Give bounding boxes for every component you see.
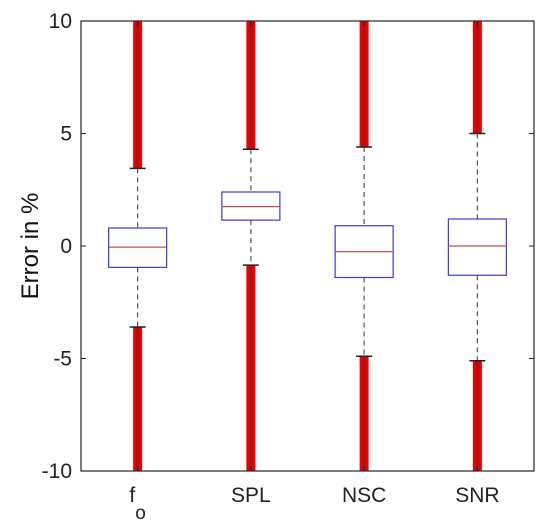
- outliers-lower-core: [249, 265, 253, 471]
- iqr-box: [447, 218, 507, 276]
- outliers-lower-core: [362, 356, 366, 471]
- x-tick-label: SPL: [231, 484, 271, 507]
- box-group: [108, 21, 168, 471]
- axes: 10 5 0 -5 -10 fo SPL NSC SNR: [42, 10, 535, 524]
- plot-area: [108, 21, 507, 471]
- outliers-upper-core: [362, 21, 366, 147]
- y-tick-label: 10: [49, 10, 72, 33]
- box-group: [447, 21, 507, 471]
- y-tick-label: 0: [60, 235, 72, 258]
- y-tick-label: -10: [42, 460, 72, 483]
- box-group: [334, 21, 394, 471]
- outliers-lower-core: [475, 360, 479, 471]
- x-tick-label: NSC: [342, 484, 386, 507]
- outliers-lower-core: [136, 327, 140, 471]
- x-tick-label: SNR: [455, 484, 499, 507]
- outliers-upper-core: [475, 21, 479, 134]
- y-axis-title: Error in %: [17, 193, 44, 300]
- y-tick-label: 5: [60, 123, 72, 146]
- outliers-upper-core: [249, 21, 253, 150]
- box-group: [221, 21, 281, 471]
- y-tick-label: -5: [53, 348, 72, 371]
- outliers-upper-core: [136, 21, 140, 169]
- x-tick-label: fo: [129, 484, 145, 524]
